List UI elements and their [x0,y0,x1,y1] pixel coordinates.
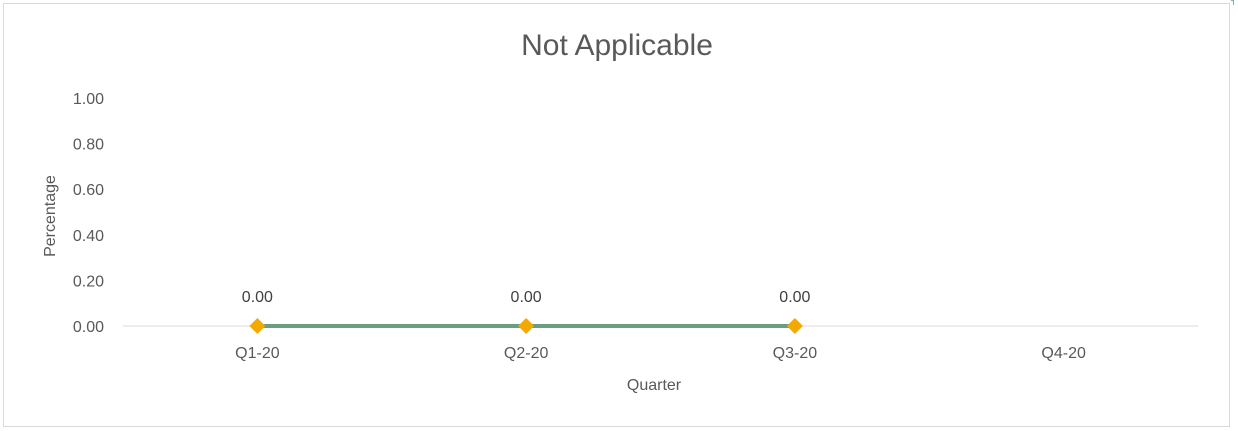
data-point-marker[interactable] [518,318,535,334]
y-tick-label: 0.60 [73,182,104,199]
data-point-marker[interactable] [249,318,266,334]
x-axis-tick-labels: Q1-20 Q2-20 Q3-20 Q4-20 [235,345,1086,362]
x-tick-label: Q1-20 [235,345,280,362]
series-markers [249,318,803,334]
y-tick-label: 0.00 [73,319,104,336]
y-tick-label: 0.20 [73,273,104,290]
y-axis-tick-labels: 0.00 0.20 0.40 0.60 0.80 1.00 [73,91,104,336]
data-label: 0.00 [242,289,273,306]
resize-handle-corner[interactable] [1231,0,1234,5]
chart-area [3,3,1230,427]
x-tick-label: Q4-20 [1041,345,1086,362]
y-axis-title: Percentage [42,175,59,257]
chart-title: Not Applicable [521,29,713,62]
data-label: 0.00 [779,289,810,306]
y-tick-label: 0.80 [73,137,104,154]
y-tick-label: 0.40 [73,228,104,245]
data-point-marker[interactable] [786,318,803,334]
x-axis-title: Quarter [627,377,682,394]
data-label: 0.00 [511,289,542,306]
x-tick-label: Q2-20 [504,345,549,362]
series-data-labels: 0.00 0.00 0.00 [242,289,811,306]
x-tick-label: Q3-20 [773,345,818,362]
y-tick-label: 1.00 [73,91,104,108]
